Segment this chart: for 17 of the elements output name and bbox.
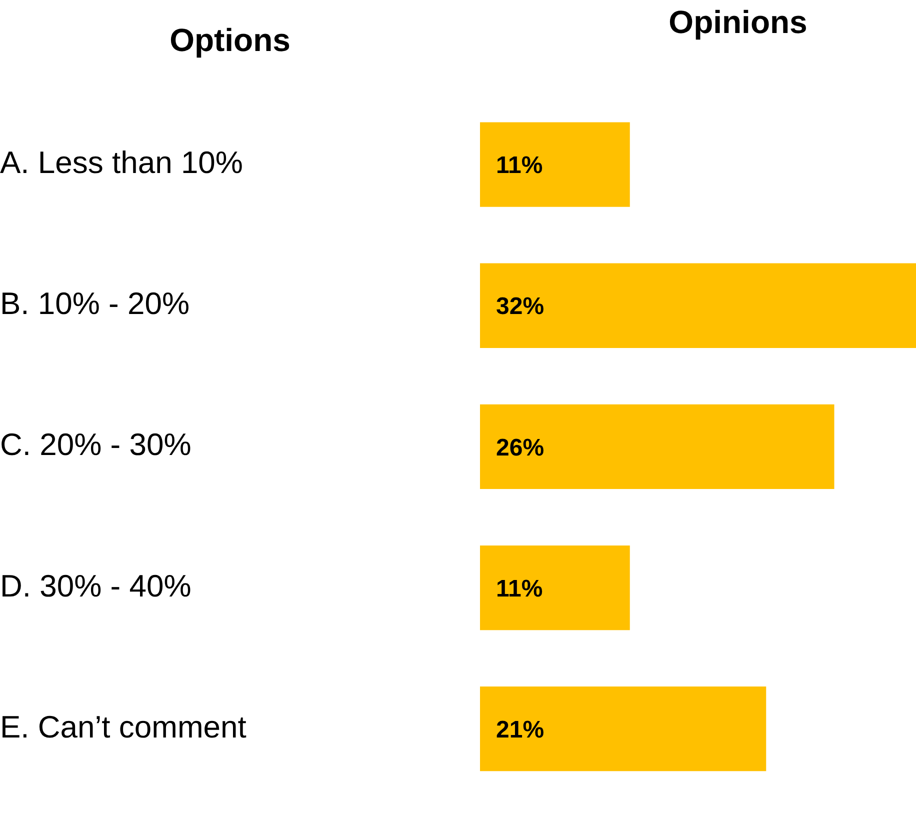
y-tick-label: A. Less than 10% xyxy=(0,145,243,180)
data-label: 21% xyxy=(496,716,544,744)
y-tick-label: B. 10% - 20% xyxy=(0,286,190,322)
bar xyxy=(480,686,766,772)
bar xyxy=(480,122,630,207)
data-label: 26% xyxy=(496,434,544,462)
bar xyxy=(480,404,834,490)
data-label: 11% xyxy=(496,152,543,180)
y-tick-label: D. 30% - 40% xyxy=(0,568,192,604)
data-label: 11% xyxy=(496,575,543,602)
y-tick-label: E. Can’t comment xyxy=(0,709,247,744)
bar xyxy=(480,263,916,348)
chart-title: Opinions xyxy=(668,4,808,40)
y-axis-title: Options xyxy=(170,22,290,58)
data-label: 32% xyxy=(496,293,544,320)
bar xyxy=(480,545,630,630)
y-tick-label: C. 20% - 30% xyxy=(0,427,192,462)
